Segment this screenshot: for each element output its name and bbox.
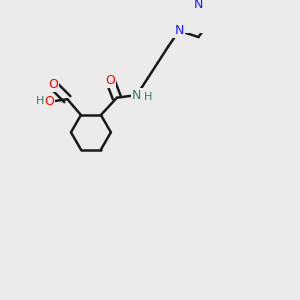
Text: H: H — [144, 92, 152, 102]
Text: O: O — [105, 74, 115, 87]
Text: H: H — [36, 95, 44, 106]
Text: O: O — [48, 78, 58, 91]
Text: N: N — [174, 24, 184, 37]
Text: O: O — [44, 95, 54, 108]
Text: N: N — [132, 88, 142, 102]
Text: N: N — [194, 0, 203, 11]
